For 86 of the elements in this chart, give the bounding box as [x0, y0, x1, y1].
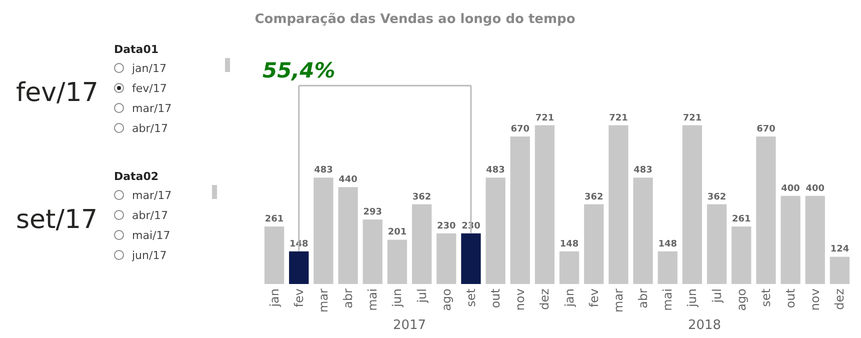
- bar: [559, 251, 580, 284]
- text: Data02: [114, 170, 159, 183]
- bar: [387, 240, 408, 284]
- x-tick-label: mai: [366, 288, 380, 311]
- bar: [436, 233, 456, 284]
- data-label: 400: [781, 184, 800, 194]
- text: fev/17: [16, 78, 98, 108]
- category-label: mar/17: [132, 188, 172, 202]
- x-tick-label: nov: [513, 288, 528, 311]
- data-label: 230: [436, 221, 456, 232]
- bar: [510, 136, 530, 284]
- category-label: fev/17: [132, 82, 167, 94]
- x-tick-label: jun: [390, 288, 404, 308]
- bar: [633, 178, 653, 284]
- x-tick-label: jun: [685, 288, 700, 308]
- bar: [706, 204, 727, 284]
- data-label: 721: [535, 113, 554, 124]
- bar: [412, 204, 432, 284]
- x-tick-label: jan: [267, 288, 282, 308]
- bar: [805, 196, 825, 284]
- bar: [732, 226, 752, 284]
- category-label: abr/17: [132, 122, 168, 134]
- category-label: abr/17: [132, 208, 168, 222]
- data-label: 124: [830, 244, 850, 255]
- bar: [289, 251, 309, 284]
- data-label: 483: [634, 166, 652, 176]
- x-tick-label: fev: [586, 288, 601, 308]
- x-tick-label: jul: [710, 288, 724, 304]
- x-tick-label: abr: [636, 288, 650, 308]
- data-label: 201: [388, 228, 407, 238]
- x-tick-label: mai: [660, 288, 675, 311]
- bar: [756, 136, 776, 284]
- bar: [830, 256, 850, 284]
- category-label: mai/17: [132, 228, 170, 242]
- bar: [338, 187, 358, 284]
- x-tick-label: dez: [538, 288, 552, 310]
- x-tick-label: set: [464, 288, 478, 307]
- category-label: jan/17: [132, 62, 166, 74]
- text: Data01: [114, 43, 159, 56]
- bar: [682, 125, 702, 284]
- text: 2018: [686, 318, 722, 333]
- bar: [461, 233, 481, 284]
- data-label: 721: [682, 113, 702, 124]
- data-label: 483: [486, 166, 505, 176]
- text: 2017: [392, 318, 428, 333]
- data-label: 483: [314, 166, 333, 176]
- data-label: 400: [806, 184, 825, 194]
- data-label: 670: [756, 124, 776, 134]
- data-label: 261: [732, 214, 751, 225]
- chart-title: Comparação das Vendas ao longo do tempo: [254, 12, 576, 27]
- data-label: 293: [363, 207, 382, 218]
- bar: [658, 251, 678, 284]
- data-label: 721: [609, 113, 628, 124]
- x-tick-label: jan: [562, 288, 576, 308]
- x-tick-label: ago: [734, 288, 748, 311]
- data-label: 440: [338, 175, 358, 186]
- x-tick-label: mar: [611, 288, 626, 312]
- x-tick-label: nov: [808, 288, 822, 311]
- x-tick-label: out: [784, 288, 798, 308]
- bar: [534, 125, 555, 284]
- text: set/17: [16, 205, 98, 235]
- x-tick-label: jul: [414, 288, 429, 304]
- bar: [780, 196, 800, 284]
- data-label: 362: [707, 192, 726, 202]
- data-label: 148: [560, 239, 579, 250]
- data-label: 148: [658, 239, 678, 250]
- x-tick-label: set: [758, 288, 773, 307]
- data-label: 670: [510, 124, 530, 134]
- bar: [314, 178, 334, 284]
- data-label: 362: [584, 192, 604, 202]
- category-label: mar/17: [132, 102, 172, 114]
- x-tick-label: out: [488, 288, 503, 308]
- bar: [584, 204, 604, 284]
- x-tick-label: ago: [439, 288, 454, 311]
- x-tick-label: abr: [341, 288, 356, 308]
- category-label: jun/17: [132, 248, 167, 262]
- bar: [486, 178, 506, 284]
- text: 55,4%: [262, 58, 336, 83]
- x-tick-label: mar: [316, 288, 330, 312]
- data-label: 261: [264, 214, 284, 225]
- bar: [264, 226, 284, 284]
- bar: [608, 125, 628, 284]
- data-label: 362: [412, 192, 432, 202]
- x-tick-label: dez: [832, 288, 847, 310]
- x-tick-label: fev: [292, 288, 306, 308]
- bar: [362, 219, 382, 284]
